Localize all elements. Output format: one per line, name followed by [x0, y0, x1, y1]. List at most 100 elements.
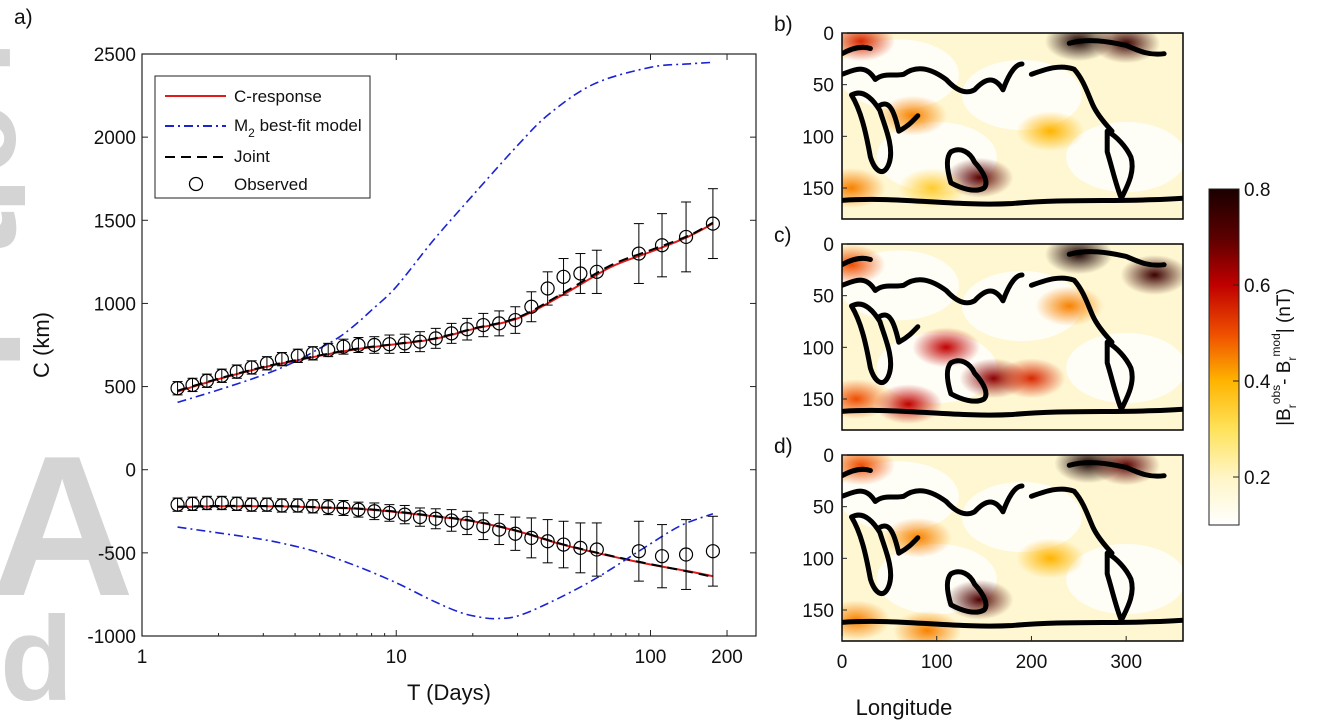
colorbar-label: |Brobs- Brmod| (nT) [1269, 288, 1299, 426]
observed-point-real [556, 269, 571, 284]
observed-point-real [259, 356, 275, 371]
observed-point-real [351, 337, 366, 353]
observed-point-real [244, 360, 259, 375]
series-line-m2-best-fit-model-real [177, 61, 713, 404]
coastline [1066, 38, 1167, 57]
observed-point-imag [351, 502, 366, 517]
legend-label-c-response: C-response [234, 87, 322, 106]
observed-point-real [199, 373, 215, 388]
observed-point-imag [573, 540, 588, 555]
observed-point-imag [540, 534, 555, 549]
coastline [1028, 486, 1115, 556]
observed-point-imag [336, 500, 351, 516]
watermark-letter: l [0, 40, 37, 75]
observed-point-imag [397, 507, 412, 522]
coastline [842, 406, 1183, 418]
coastline [944, 569, 989, 615]
map-y-tick-label: 0 [823, 446, 834, 467]
observed-point-imag [631, 544, 646, 559]
colorbar-tick-label: 0.2 [1244, 468, 1270, 489]
observed-point-real [444, 326, 459, 341]
observed-point-real [589, 264, 604, 279]
map-hotspot [842, 455, 895, 486]
coastline [842, 466, 873, 479]
observed-point-real [412, 334, 428, 349]
map-y-tick-label: 0 [823, 235, 834, 256]
x-axis-label-maps: Longitude [856, 695, 953, 720]
map-frame [841, 454, 1184, 642]
observed-point-real [290, 348, 305, 363]
map-hotspot [842, 244, 886, 285]
coastline [842, 44, 873, 57]
coastline [1104, 128, 1135, 201]
observed-point-real [524, 299, 539, 314]
observed-point-real [336, 339, 351, 354]
observed-point-real [229, 364, 244, 379]
coastline [877, 312, 921, 345]
coastline [877, 523, 921, 556]
map-y-tick-label: 100 [802, 338, 834, 359]
observed-point-real [540, 281, 555, 296]
observed-point-real [678, 229, 694, 245]
observed-point-real [654, 238, 670, 253]
x-tick-label: 100 [635, 647, 667, 668]
map-y-tick-label: 50 [813, 76, 834, 97]
observed-point-imag [229, 496, 244, 511]
map-panel-2: c) 0 50 100 150 [774, 224, 1184, 431]
panel-label-map: d) [774, 435, 793, 458]
coastline [1028, 275, 1115, 345]
map-low-region [961, 482, 1082, 552]
maps: b) 0 50 100 150 c) 0 50 100 150 d) 0 50 100 150 0 100 200… [774, 13, 1184, 673]
coastline [842, 195, 1183, 207]
colorbar-scale [1208, 188, 1240, 526]
observed-point-real [705, 216, 721, 231]
y-tick-label: 500 [104, 378, 136, 399]
observed-point-real [214, 368, 229, 383]
observed-point-real [460, 322, 475, 337]
coastline [842, 617, 1183, 629]
observed-point-imag [321, 500, 336, 515]
observed-point-imag [185, 496, 200, 511]
map-hotspot [1016, 111, 1085, 152]
map-y-tick-label: 150 [802, 601, 834, 622]
coastline [1066, 460, 1167, 479]
y-tick-label: 2500 [94, 45, 136, 66]
watermark-letter: t [0, 210, 47, 260]
colorbar-tick-label: 0.6 [1244, 276, 1270, 297]
colorbar-tick-label: 0.8 [1244, 180, 1270, 201]
map-hotspot [997, 358, 1066, 399]
observed-point-imag [244, 497, 259, 512]
observed-point-real [382, 337, 397, 352]
observed-point-real [185, 377, 200, 393]
y-tick-label: -1000 [87, 627, 136, 648]
x-tick-label: 1 [137, 647, 148, 668]
watermark-letter: d [0, 592, 73, 723]
watermark-letter: A [0, 415, 134, 638]
observed-point-imag [367, 504, 382, 519]
panel-label-map: b) [774, 13, 793, 36]
watermark-letter: i [0, 176, 55, 215]
watermark-letter: c [0, 105, 42, 175]
observed-point-real [492, 316, 507, 331]
map-hotspot [893, 610, 962, 641]
panel-label-map: c) [774, 224, 792, 247]
observed-point-imag [705, 544, 721, 559]
y-tick-label: 1000 [94, 294, 136, 315]
coastline [1104, 339, 1135, 412]
map-x-tick-label: 300 [1110, 652, 1142, 673]
map-hotspot [842, 33, 895, 62]
map-frame [841, 243, 1184, 431]
observed-point-real [631, 246, 646, 261]
observed-point-imag [305, 499, 320, 514]
map-panel-1: b) 0 50 100 150 [774, 13, 1184, 220]
map-hotspot [879, 95, 948, 136]
observed-point-imag [654, 549, 670, 564]
observed-point-real [428, 331, 443, 346]
map-hotspot [1016, 538, 1085, 579]
coastline [849, 90, 894, 174]
observed-point-imag [508, 526, 523, 541]
observed-point-real [170, 381, 185, 396]
series-line-joint-imag [177, 504, 714, 578]
coastline [842, 483, 1025, 517]
